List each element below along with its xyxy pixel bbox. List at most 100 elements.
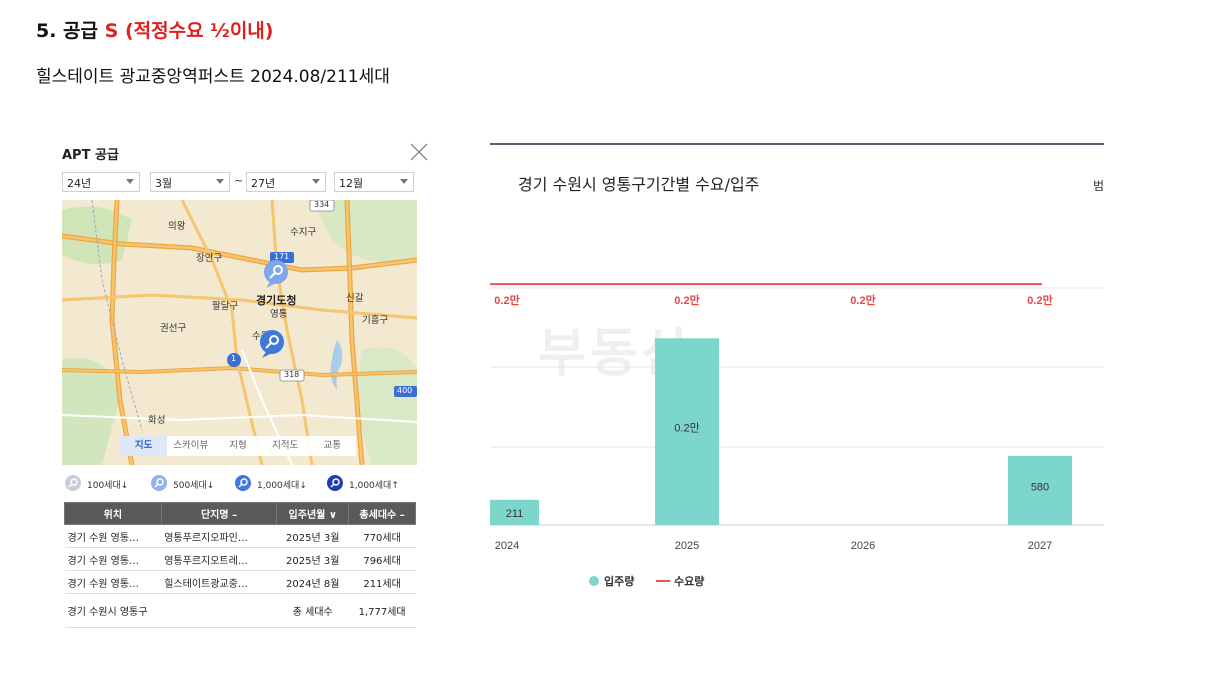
- x-tick-label: 2027: [1028, 540, 1052, 552]
- marker-legend: 100세대↓ 500세대↓ 1,000세대↓ 1,000세대↑: [62, 474, 436, 494]
- x-tick-label: 2025: [675, 540, 699, 552]
- total-value: 1,777세대: [348, 593, 416, 628]
- page-subtitle: 힐스테이트 광교중앙역퍼스트 2024.08/211세대: [36, 67, 390, 87]
- period-filters: 24년 3월 ~ 27년 12월: [62, 172, 436, 194]
- column-header-units[interactable]: 총세대수 –: [348, 502, 416, 525]
- map-type-tabs: 지도 스카이뷰 지형 지적도 교통: [120, 436, 356, 456]
- start-year-select[interactable]: 24년: [62, 172, 140, 192]
- map-tab-skyview[interactable]: 스카이뷰: [173, 440, 209, 451]
- legend-bar-marker: [589, 576, 599, 586]
- chart-side-button[interactable]: 범: [1092, 179, 1104, 193]
- road-number-1: 1: [231, 354, 237, 363]
- road-number-400: 400: [397, 386, 413, 395]
- map-tab-terrain[interactable]: 지형: [229, 440, 247, 451]
- apt-supply-table: 위치 단지명 – 입주년월 ∨ 총세대수 – 경기 수원 영통… 영통푸르지오파…: [64, 502, 416, 628]
- chart-canvas: 211 0.2만 580 0.2만 0.2만 0.2만 0.2만 2024 2025 2026 20…: [490, 283, 1104, 588]
- legend-item-1000-over: 1,000세대↑: [324, 474, 399, 494]
- end-month-select[interactable]: 12월: [334, 172, 414, 192]
- legend-item-1000-under: 1,000세대↓: [232, 474, 307, 494]
- cell-location: 경기 수원 영통…: [64, 570, 162, 594]
- map-label-yeongtong: 영통: [270, 309, 288, 320]
- apt-panel-header: APT 공급: [60, 138, 436, 170]
- cell-complex: 힐스테이트광교중…: [161, 570, 277, 594]
- supply-map[interactable]: 의왕 수지구 장안구 경기도청 영통 팔달구 권선구 수원 기흥구 화성 신갈 …: [62, 200, 417, 465]
- demand-data-label: 0.2만: [1027, 293, 1052, 307]
- start-month-select[interactable]: 3월: [150, 172, 230, 192]
- demand-data-label: 0.2만: [674, 293, 699, 307]
- legend-item-500: 500세대↓: [148, 474, 214, 494]
- chart-title: 경기 수원시 영통구기간별 수요/입주: [518, 175, 760, 194]
- bar-data-label: 211: [506, 508, 524, 520]
- column-header-location[interactable]: 위치: [64, 502, 162, 525]
- road-number-334: 334: [314, 200, 330, 209]
- column-header-movein[interactable]: 입주년월 ∨: [276, 502, 350, 525]
- cell-location: 경기 수원 영통…: [64, 547, 162, 571]
- bar-data-label: 580: [1031, 481, 1049, 493]
- map-label-gwonseon: 권선구: [160, 323, 187, 334]
- map-label-giheung: 기흥구: [362, 315, 389, 326]
- marker-medium-icon: [151, 475, 167, 491]
- map-label-uiwang: 의왕: [168, 221, 186, 232]
- table-row[interactable]: 경기 수원 영통… 영통푸르지오파인… 2025년 3월 770세대: [64, 524, 416, 548]
- bar-2027: [1008, 455, 1072, 525]
- cell-units: 770세대: [348, 524, 416, 548]
- road-number-318: 318: [284, 370, 300, 379]
- map-tab-map[interactable]: 지도: [120, 436, 168, 456]
- cell-movein: 2025년 3월: [276, 524, 349, 548]
- demand-data-label: 0.2만: [850, 293, 875, 307]
- bar-data-label: 0.2만: [674, 422, 699, 435]
- chevron-down-icon: [216, 179, 224, 184]
- column-header-complex[interactable]: 단지명 –: [160, 502, 278, 525]
- map-label-gyeonggi-office: 경기도청: [256, 294, 297, 307]
- bar-2025: [655, 338, 719, 525]
- range-separator: ~: [234, 174, 244, 187]
- apartment-marker-icon[interactable]: [258, 328, 290, 358]
- map-label-hwaseong: 화성: [148, 415, 166, 426]
- total-empty: [161, 593, 277, 628]
- chevron-down-icon: [400, 179, 408, 184]
- cell-complex: 영통푸르지오트레…: [161, 547, 277, 571]
- map-tab-traffic[interactable]: 교통: [323, 440, 342, 451]
- map-overlays: [227, 200, 417, 397]
- marker-xlarge-icon: [327, 475, 343, 491]
- total-location: 경기 수원시 영통구: [64, 593, 162, 628]
- x-tick-label: 2024: [495, 540, 519, 552]
- supply-demand-chart-panel: 경기 수원시 영통구기간별 수요/입주 범 부동산 211 0.2만 580 0.2만…: [490, 143, 1104, 613]
- marker-small-icon: [65, 475, 81, 491]
- map-label-suwon: 수원: [252, 331, 270, 342]
- apt-panel-title: APT 공급: [62, 148, 119, 163]
- cell-movein: 2024년 8월: [276, 570, 349, 594]
- cell-units: 796세대: [348, 547, 416, 571]
- map-tab-cadastral[interactable]: 지적도: [272, 440, 299, 451]
- legend-label: 500세대↓: [173, 480, 215, 491]
- marker-large-icon: [235, 475, 251, 491]
- table-row[interactable]: 경기 수원 영통… 영통푸르지오트레… 2025년 3월 796세대: [64, 547, 416, 571]
- legend-line-label: 수요량: [674, 575, 704, 588]
- cell-movein: 2025년 3월: [276, 547, 349, 571]
- page-title: 5. 공급 S (적정수요 ½이내): [36, 20, 274, 42]
- table-row[interactable]: 경기 수원 영통… 힐스테이트광교중… 2024년 8월 211세대: [64, 570, 416, 594]
- end-year-select[interactable]: 27년: [246, 172, 326, 192]
- bar-2024: [490, 499, 539, 525]
- legend-label: 1,000세대↑: [349, 480, 399, 491]
- x-tick-label: 2026: [851, 540, 875, 552]
- road-number-171: 171: [274, 252, 290, 261]
- chevron-down-icon: [126, 179, 134, 184]
- cell-location: 경기 수원 영통…: [64, 524, 162, 548]
- map-label-paldal: 팔달구: [212, 301, 239, 312]
- cell-complex: 영통푸르지오파인…: [161, 524, 277, 548]
- legend-label: 1,000세대↓: [257, 480, 307, 491]
- page-title-accent: S (적정수요 ½이내): [104, 20, 274, 42]
- cell-units: 211세대: [348, 570, 416, 594]
- legend-item-100: 100세대↓: [62, 474, 128, 494]
- demand-data-label: 0.2만: [494, 293, 519, 307]
- map-label-singal: 신갈: [346, 293, 364, 304]
- apartment-marker-icon[interactable]: [262, 258, 294, 288]
- legend-bar-label: 입주량: [604, 575, 634, 588]
- apt-supply-panel: APT 공급 24년 3월 ~ 27년 12월: [60, 138, 436, 638]
- chevron-down-icon: [312, 179, 320, 184]
- close-icon[interactable]: [408, 141, 430, 163]
- legend-label: 100세대↓: [87, 480, 129, 491]
- table-header-row: 위치 단지명 – 입주년월 ∨ 총세대수 –: [64, 502, 416, 525]
- table-total-row: 경기 수원시 영통구 총 세대수 1,777세대: [64, 593, 416, 628]
